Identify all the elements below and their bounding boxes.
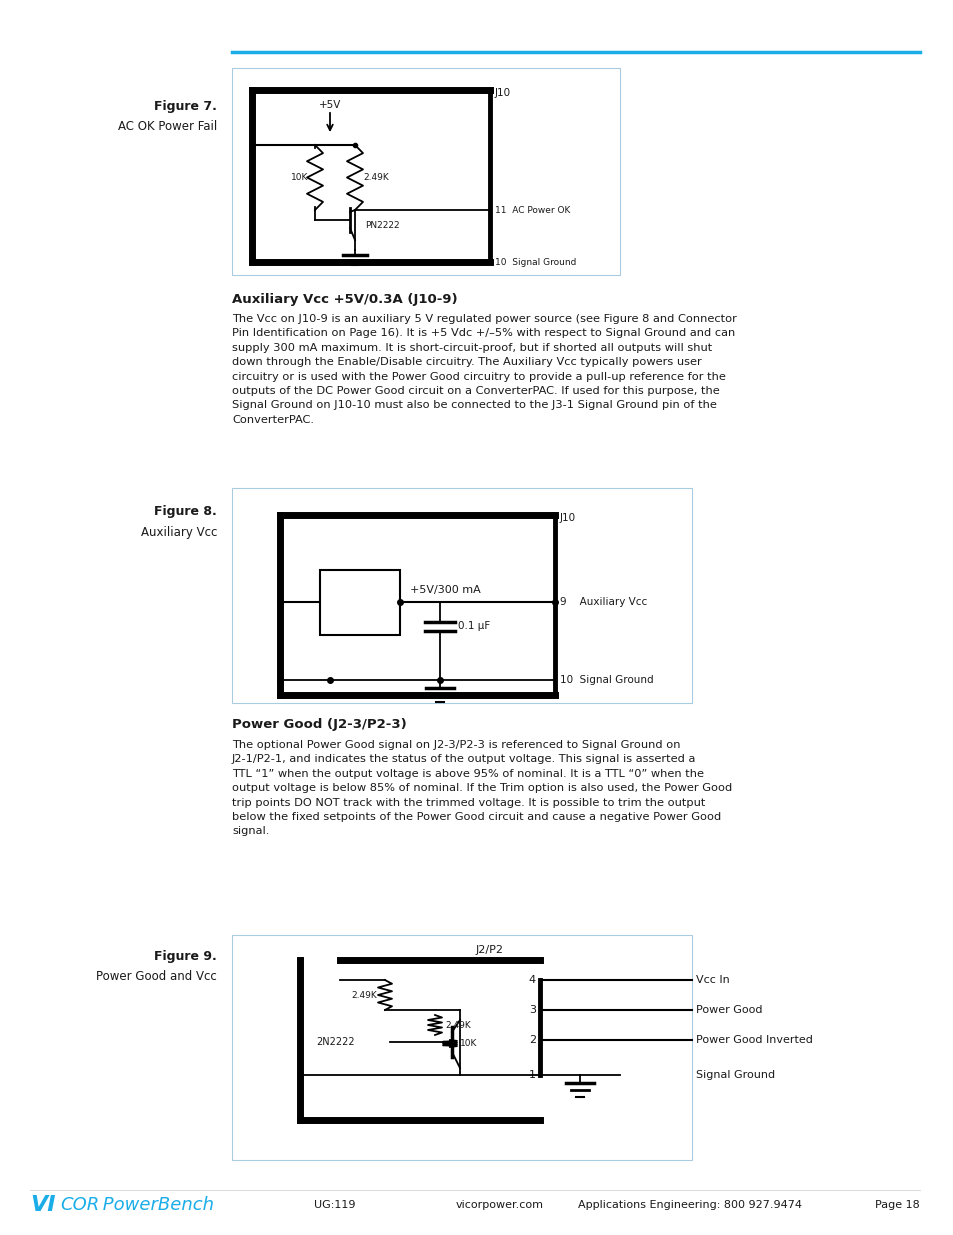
Text: 2.49K: 2.49K <box>351 990 376 999</box>
Text: J10: J10 <box>495 88 511 98</box>
Text: Figure 8.: Figure 8. <box>154 505 216 517</box>
Text: 2.49K: 2.49K <box>363 173 388 182</box>
Text: 2: 2 <box>528 1035 536 1045</box>
Text: Page 18: Page 18 <box>874 1200 919 1210</box>
Text: 4: 4 <box>528 974 536 986</box>
Text: vicorpower.com: vicorpower.com <box>456 1200 543 1210</box>
Text: Signal Ground: Signal Ground <box>696 1070 774 1079</box>
Text: 78M05: 78M05 <box>341 597 378 606</box>
Text: Auxiliary Vcc +5V/0.3A (J10-9): Auxiliary Vcc +5V/0.3A (J10-9) <box>232 293 457 306</box>
Text: AC OK Power Fail: AC OK Power Fail <box>117 120 216 133</box>
Text: Auxiliary Vcc: Auxiliary Vcc <box>140 526 216 538</box>
Text: VI: VI <box>30 1195 55 1215</box>
Text: PowerBench: PowerBench <box>97 1195 213 1214</box>
Text: 0.1 μF: 0.1 μF <box>457 621 490 631</box>
Text: 2N2222: 2N2222 <box>316 1037 355 1047</box>
Text: 10  Signal Ground: 10 Signal Ground <box>559 676 653 685</box>
Bar <box>232 68 619 275</box>
Text: 9    Auxiliary Vcc: 9 Auxiliary Vcc <box>559 597 646 606</box>
Text: COR: COR <box>60 1195 99 1214</box>
Bar <box>232 935 691 1160</box>
Text: UG:119: UG:119 <box>314 1200 355 1210</box>
Text: 3: 3 <box>529 1005 536 1015</box>
Text: The Vcc on J10-9 is an auxiliary 5 V regulated power source (see Figure 8 and Co: The Vcc on J10-9 is an auxiliary 5 V reg… <box>232 314 736 425</box>
Text: PN2222: PN2222 <box>365 221 399 230</box>
Text: The optional Power Good signal on J2-3/P2-3 is referenced to Signal Ground on
J2: The optional Power Good signal on J2-3/P… <box>232 740 732 836</box>
Text: 10K: 10K <box>291 173 308 182</box>
Text: 2.49K: 2.49K <box>444 1020 470 1030</box>
Bar <box>232 488 691 703</box>
Text: Power Good: Power Good <box>696 1005 761 1015</box>
Text: 10  Signal Ground: 10 Signal Ground <box>495 258 576 267</box>
Text: Figure 9.: Figure 9. <box>154 950 216 963</box>
Text: J2/P2: J2/P2 <box>476 945 503 955</box>
Text: 1: 1 <box>529 1070 536 1079</box>
Text: Vcc In: Vcc In <box>696 974 729 986</box>
Bar <box>319 571 399 635</box>
Text: 11  AC Power OK: 11 AC Power OK <box>495 205 570 215</box>
Text: Applications Engineering: 800 927.9474: Applications Engineering: 800 927.9474 <box>578 1200 801 1210</box>
Text: +5V/300 mA: +5V/300 mA <box>410 585 480 595</box>
Text: 10K: 10K <box>459 1039 476 1047</box>
Text: Figure 7.: Figure 7. <box>154 100 216 112</box>
Text: Power Good Inverted: Power Good Inverted <box>696 1035 812 1045</box>
Text: Power Good and Vcc: Power Good and Vcc <box>96 969 216 983</box>
Text: +5V: +5V <box>318 100 341 110</box>
Text: J10: J10 <box>559 513 576 522</box>
Text: Power Good (J2-3/P2-3): Power Good (J2-3/P2-3) <box>232 718 406 731</box>
